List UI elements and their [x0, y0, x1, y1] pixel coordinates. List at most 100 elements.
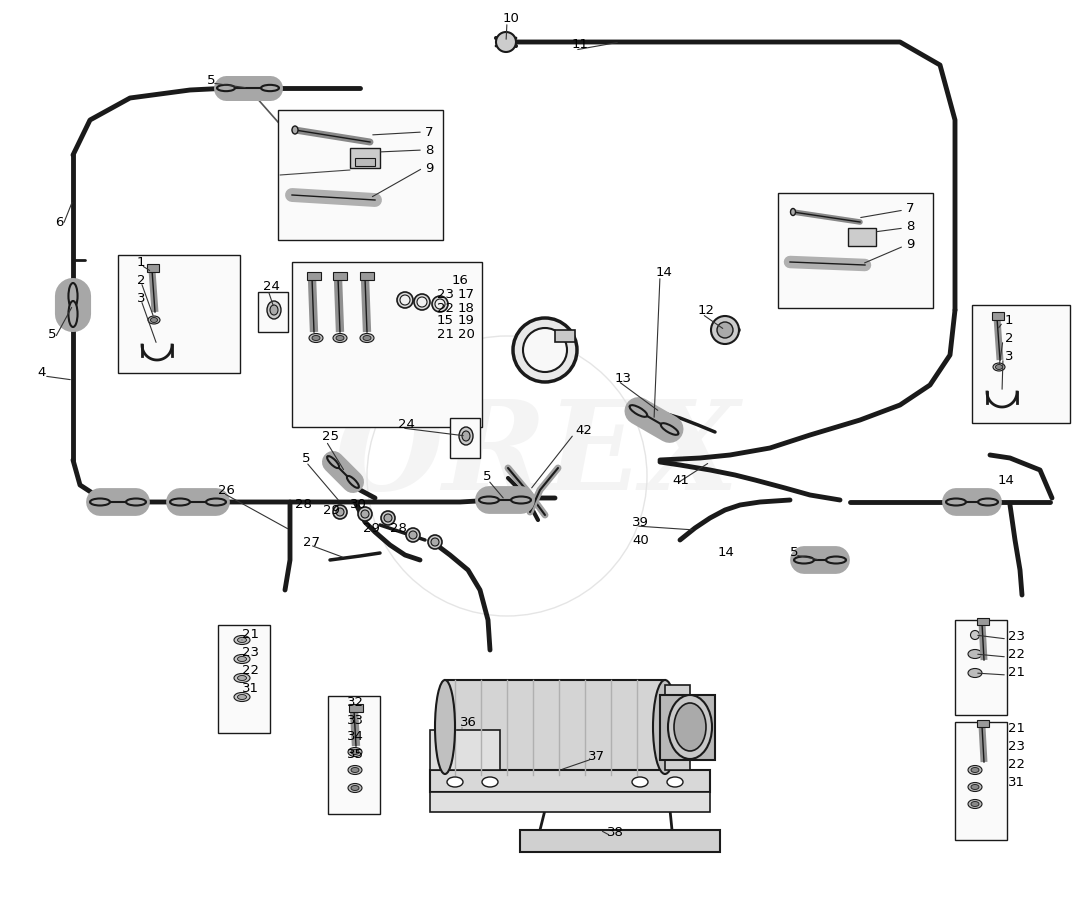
Text: 9: 9: [425, 161, 434, 175]
Ellipse shape: [90, 498, 110, 506]
Bar: [430, 792, 710, 812]
Text: 36: 36: [460, 715, 477, 729]
Ellipse shape: [511, 496, 531, 504]
Ellipse shape: [237, 675, 247, 681]
Bar: [278, 110, 442, 240]
Ellipse shape: [69, 283, 77, 309]
Bar: [955, 722, 1007, 840]
Ellipse shape: [313, 335, 320, 341]
Ellipse shape: [459, 427, 473, 445]
Bar: [555, 330, 575, 342]
Text: 21: 21: [1008, 722, 1025, 734]
Text: 13: 13: [615, 372, 632, 384]
Text: 28: 28: [390, 521, 407, 535]
Ellipse shape: [417, 297, 427, 307]
Bar: [355, 158, 375, 166]
Text: 29: 29: [363, 521, 380, 535]
Ellipse shape: [968, 650, 982, 659]
Text: 12: 12: [698, 303, 715, 316]
Text: 30: 30: [350, 497, 367, 510]
Ellipse shape: [790, 209, 796, 216]
Ellipse shape: [496, 32, 516, 52]
Ellipse shape: [217, 85, 235, 91]
Text: 3: 3: [1005, 350, 1014, 363]
Text: 33: 33: [347, 713, 364, 726]
Ellipse shape: [328, 456, 339, 468]
Text: 15: 15: [437, 313, 454, 326]
Ellipse shape: [170, 498, 190, 506]
Text: 23: 23: [437, 289, 454, 302]
Text: 26: 26: [218, 484, 235, 496]
Text: 20: 20: [458, 327, 475, 341]
Ellipse shape: [381, 511, 395, 525]
Text: 23: 23: [1008, 630, 1025, 643]
Text: 35: 35: [347, 748, 364, 761]
Ellipse shape: [661, 423, 679, 435]
Ellipse shape: [717, 322, 732, 338]
Text: 31: 31: [242, 682, 259, 695]
Text: 23: 23: [1008, 740, 1025, 752]
Text: 41: 41: [672, 474, 688, 486]
Ellipse shape: [968, 783, 982, 792]
Text: 2: 2: [1005, 332, 1014, 344]
Ellipse shape: [946, 498, 966, 506]
Text: 5: 5: [302, 452, 310, 465]
Bar: [665, 685, 690, 770]
Ellipse shape: [234, 636, 250, 644]
Bar: [848, 228, 876, 246]
Ellipse shape: [292, 126, 297, 134]
Ellipse shape: [363, 335, 371, 341]
Ellipse shape: [406, 528, 420, 542]
Ellipse shape: [435, 299, 445, 309]
Ellipse shape: [261, 85, 279, 91]
Ellipse shape: [360, 333, 374, 343]
Text: 32: 32: [347, 697, 364, 710]
Ellipse shape: [69, 301, 77, 327]
Ellipse shape: [348, 765, 362, 774]
Text: 2: 2: [137, 273, 145, 286]
Ellipse shape: [351, 785, 359, 791]
Bar: [520, 830, 720, 852]
Ellipse shape: [447, 777, 463, 787]
Text: 31: 31: [1008, 775, 1025, 789]
Text: 38: 38: [607, 825, 624, 838]
Ellipse shape: [409, 531, 417, 539]
Ellipse shape: [653, 680, 677, 774]
Bar: [360, 272, 374, 280]
Text: 21: 21: [1008, 667, 1025, 680]
Ellipse shape: [206, 498, 226, 506]
Bar: [218, 625, 270, 733]
Ellipse shape: [632, 777, 648, 787]
Text: 5: 5: [790, 546, 798, 558]
Ellipse shape: [267, 301, 281, 319]
Ellipse shape: [971, 630, 979, 640]
Ellipse shape: [432, 296, 448, 312]
Text: 14: 14: [998, 474, 1015, 486]
Bar: [977, 720, 989, 727]
Ellipse shape: [413, 294, 430, 310]
Ellipse shape: [794, 557, 814, 564]
Ellipse shape: [996, 364, 1002, 370]
Text: 6: 6: [55, 216, 63, 229]
Text: 14: 14: [656, 265, 673, 279]
Text: 9: 9: [906, 238, 914, 251]
Ellipse shape: [971, 767, 979, 773]
Text: 1: 1: [137, 255, 145, 269]
Ellipse shape: [351, 767, 359, 773]
Text: 25: 25: [322, 431, 339, 444]
Ellipse shape: [237, 657, 247, 661]
Bar: [992, 312, 1004, 320]
Text: 4: 4: [37, 366, 45, 380]
Ellipse shape: [397, 292, 413, 308]
Text: 7: 7: [906, 201, 914, 214]
Ellipse shape: [400, 295, 410, 305]
Text: 11: 11: [572, 38, 589, 52]
Text: 5: 5: [207, 74, 216, 87]
Ellipse shape: [309, 333, 323, 343]
Bar: [977, 618, 989, 625]
Text: 3: 3: [137, 292, 145, 304]
Bar: [292, 262, 482, 427]
Bar: [350, 148, 380, 168]
Bar: [258, 292, 288, 332]
Text: 29: 29: [323, 504, 339, 517]
